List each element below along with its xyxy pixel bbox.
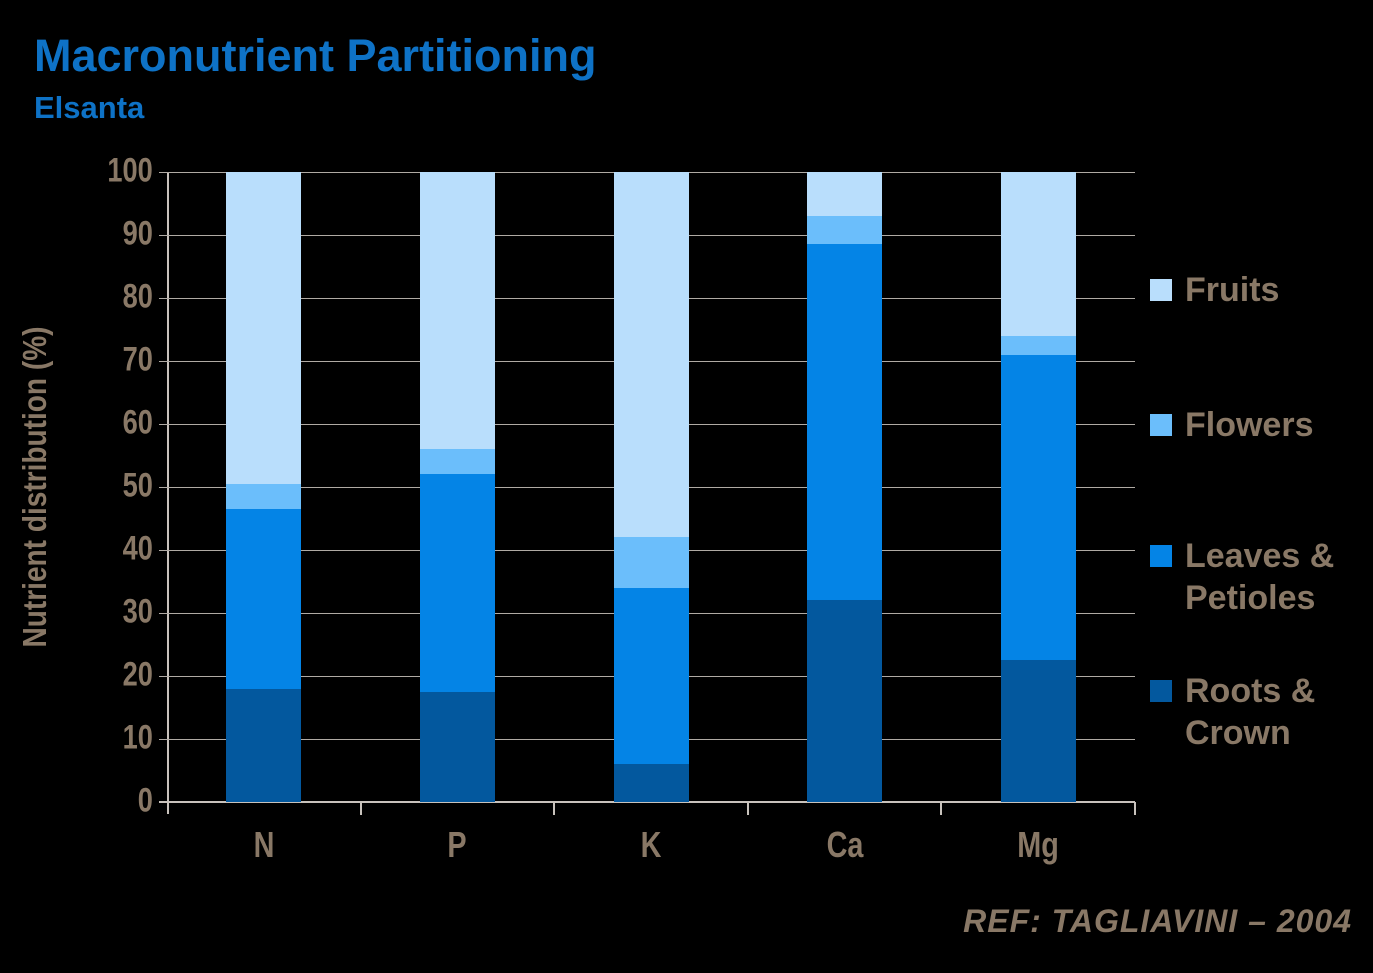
bar-k-segment-flowers <box>613 537 689 588</box>
bar-n-segment-fruits <box>226 172 302 484</box>
y-tick-label-60: 60 <box>115 404 153 443</box>
bar-ca <box>807 172 883 802</box>
bar-n <box>226 172 302 802</box>
y-tick-label-50: 50 <box>115 467 153 506</box>
y-tick-mark-50 <box>159 487 167 488</box>
x-tick-mark-5 <box>1134 802 1136 815</box>
x-tick-label-text: Ca <box>826 824 864 865</box>
y-tick-mark-20 <box>159 676 167 677</box>
legend-swatch-roots-crown <box>1150 680 1172 702</box>
bar-ca-segment-leaves-petioles <box>807 244 883 601</box>
y-tick-label-90: 90 <box>115 215 153 254</box>
y-axis-line <box>167 172 169 814</box>
bar-mg-segment-flowers <box>1000 335 1076 355</box>
bar-p-segment-fruits <box>419 172 495 450</box>
x-tick-label-mg: Mg <box>1012 824 1064 866</box>
y-tick-label-text: 10 <box>122 718 153 757</box>
bar-p-segment-roots-crown <box>419 691 495 802</box>
y-tick-mark-80 <box>159 298 167 299</box>
y-tick-mark-70 <box>159 361 167 362</box>
bar-ca-segment-fruits <box>807 172 883 217</box>
y-tick-label-80: 80 <box>115 278 153 317</box>
y-tick-label-text: 100 <box>107 151 153 190</box>
bar-k <box>613 172 689 802</box>
y-tick-label-text: 90 <box>122 214 153 253</box>
bar-mg-segment-leaves-petioles <box>1000 354 1076 661</box>
y-tick-label-20: 20 <box>115 656 153 695</box>
reference-text: REF: TAGLIAVINI – 2004 <box>963 903 1352 939</box>
x-tick-label-p: P <box>445 824 469 866</box>
y-tick-label-text: 50 <box>122 466 153 505</box>
legend-label-flowers: Flowers <box>1185 406 1314 444</box>
bar-p-segment-leaves-petioles <box>419 474 495 692</box>
legend-entry-leaves-petioles: Leaves & Petioles <box>1150 535 1360 619</box>
bar-p <box>419 172 495 802</box>
x-axis-line <box>159 801 1135 803</box>
x-tick-mark-2 <box>553 802 556 815</box>
bar-mg <box>1000 172 1076 802</box>
y-tick-label-text: 40 <box>122 529 153 568</box>
y-tick-label-text: 70 <box>122 340 153 379</box>
bar-k-segment-leaves-petioles <box>613 587 689 765</box>
x-tick-label-text: N <box>253 824 275 865</box>
x-tick-label-text: P <box>447 824 467 865</box>
y-tick-mark-40 <box>159 550 167 551</box>
y-tick-mark-30 <box>159 613 167 614</box>
x-tick-label-ca: Ca <box>822 824 868 866</box>
chart-subtitle: Elsanta <box>34 90 145 125</box>
bar-mg-segment-fruits <box>1000 172 1076 336</box>
y-tick-mark-10 <box>159 739 167 740</box>
y-tick-label-40: 40 <box>115 530 153 569</box>
bar-p-segment-flowers <box>419 449 495 475</box>
x-tick-mark-3 <box>746 802 749 815</box>
legend-label-leaves-petioles: Leaves & Petioles <box>1185 537 1335 617</box>
y-tick-label-text: 30 <box>122 592 153 631</box>
y-tick-label-text: 20 <box>122 655 153 694</box>
plot-area: Nutrient distribution (%) 0 10 20 30 40 50 60 7… <box>16 152 1136 865</box>
bar-k-segment-fruits <box>613 172 689 538</box>
chart-title: Macronutrient Partitioning <box>34 30 597 81</box>
bar-n-segment-flowers <box>226 483 302 510</box>
legend-swatch-flowers <box>1150 414 1172 436</box>
y-tick-label-text: 60 <box>122 403 153 442</box>
legend-entry-fruits: Fruits <box>1150 269 1279 311</box>
y-tick-label-0: 0 <box>134 782 153 821</box>
y-axis-title: Nutrient distribution (%) <box>16 326 53 648</box>
x-tick-label-text: K <box>640 824 662 865</box>
x-tick-mark-1 <box>359 802 362 815</box>
bar-n-segment-leaves-petioles <box>226 509 302 689</box>
y-tick-label-10: 10 <box>115 719 153 758</box>
y-tick-mark-90 <box>159 235 167 236</box>
legend-entry-flowers: Flowers <box>1150 404 1313 446</box>
y-tick-label-30: 30 <box>115 593 153 632</box>
legend-label-roots-crown: Roots & Crown <box>1185 672 1316 752</box>
x-tick-label-n: N <box>251 824 277 866</box>
legend-entry-roots-crown: Roots & Crown <box>1150 670 1360 754</box>
x-tick-label-k: K <box>638 824 664 866</box>
bar-n-segment-roots-crown <box>226 688 302 802</box>
y-tick-mark-100 <box>159 172 167 173</box>
y-tick-label-text: 80 <box>122 277 153 316</box>
bar-ca-segment-flowers <box>807 216 883 245</box>
y-tick-label-100: 100 <box>96 152 153 191</box>
legend-swatch-fruits <box>1150 279 1172 301</box>
bar-ca-segment-roots-crown <box>807 600 883 802</box>
bar-k-segment-roots-crown <box>613 764 689 802</box>
legend: Fruits Flowers Leaves & Petioles Roots & Cr… <box>1150 172 1372 802</box>
bar-mg-segment-roots-crown <box>1000 660 1076 802</box>
legend-swatch-leaves-petioles <box>1150 545 1172 567</box>
x-tick-mark-4 <box>940 802 943 815</box>
legend-label-fruits: Fruits <box>1185 271 1280 309</box>
y-tick-label-text: 0 <box>137 781 153 820</box>
x-tick-label-text: Mg <box>1017 824 1059 865</box>
y-tick-mark-60 <box>159 424 167 425</box>
y-tick-label-70: 70 <box>115 341 153 380</box>
